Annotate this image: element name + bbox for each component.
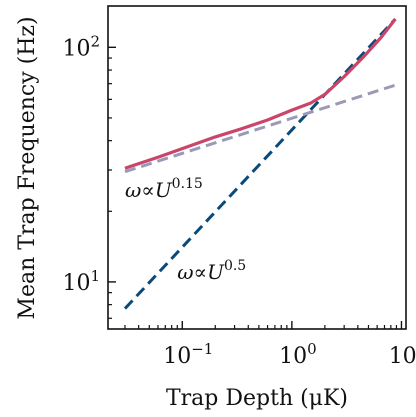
tick-layer: 10−1 100 101 101 102 [62,32,416,369]
x-axis-label: Trap Depth (μK) [166,386,348,411]
x-tick-label: 10−1 [163,340,213,369]
y-tick-label: 102 [62,32,100,61]
series-line-data [124,18,397,170]
annotation-layer: ω∝U0.15 ω∝U0.5 [125,176,246,284]
series-layer [123,17,397,310]
scaling-annotation-high: ω∝U0.5 [177,258,246,284]
y-axis-label: Mean Trap Frequency (Hz) [15,16,40,319]
y-tick-label: 101 [62,267,100,296]
scaling-annotation-low: ω∝U0.15 [125,176,203,202]
x-tick-label: 100 [279,340,317,369]
x-tick-label: 101 [389,340,416,369]
series-line-fit-0.15 [124,83,396,174]
series-line-fit-0.5 [123,17,397,310]
plot-frame [107,5,407,330]
